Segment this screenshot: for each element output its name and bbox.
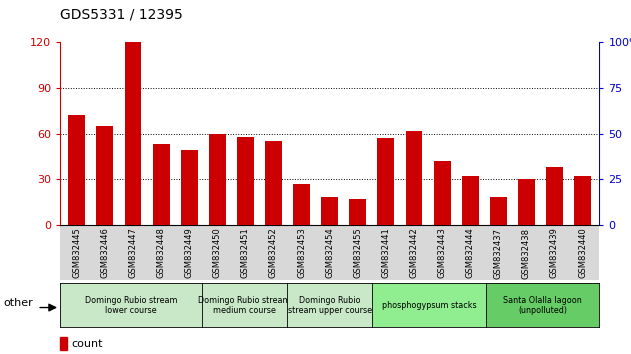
Point (184, 96, 194, 102)
Point (409, 91, 419, 96)
Bar (574, 176, 591, 225)
Text: Domingo Rubio stream
medium course: Domingo Rubio stream medium course (198, 296, 291, 315)
Bar (124, 42, 141, 225)
Text: Domingo Rubio
stream upper course: Domingo Rubio stream upper course (288, 296, 372, 315)
Point (128, 87, 138, 93)
Point (493, 107, 504, 113)
Bar (180, 150, 198, 225)
Point (550, 98, 560, 104)
Text: GDS5331 / 12395: GDS5331 / 12395 (60, 7, 183, 21)
Point (577, 100, 587, 105)
Bar (153, 144, 170, 225)
Bar (68, 115, 85, 225)
Bar (321, 198, 338, 225)
Bar (518, 179, 535, 225)
Bar (265, 141, 282, 225)
Bar (60, 337, 67, 350)
Bar (97, 126, 114, 225)
Point (381, 94, 391, 100)
Text: phosphogypsum stacks: phosphogypsum stacks (382, 301, 476, 310)
Bar (546, 167, 563, 225)
Text: other: other (3, 298, 33, 308)
Bar (462, 176, 479, 225)
Bar (490, 198, 507, 225)
Point (437, 102, 447, 107)
Point (240, 98, 251, 104)
Point (100, 91, 110, 96)
Point (297, 107, 307, 113)
Point (268, 98, 278, 104)
Bar (237, 137, 254, 225)
Point (353, 111, 363, 116)
Point (521, 100, 531, 105)
Text: count: count (71, 339, 103, 349)
Point (72, 94, 82, 100)
Point (465, 103, 475, 109)
Bar (377, 138, 394, 225)
Text: Santa Olalla lagoon
(unpolluted): Santa Olalla lagoon (unpolluted) (504, 296, 582, 315)
Text: Domingo Rubio stream
lower course: Domingo Rubio stream lower course (85, 296, 177, 315)
Bar (433, 161, 451, 225)
Point (212, 96, 222, 102)
Bar (209, 133, 226, 225)
Point (156, 100, 166, 105)
Bar (293, 184, 310, 225)
Point (324, 113, 334, 118)
Bar (350, 199, 366, 225)
Bar (406, 131, 422, 225)
